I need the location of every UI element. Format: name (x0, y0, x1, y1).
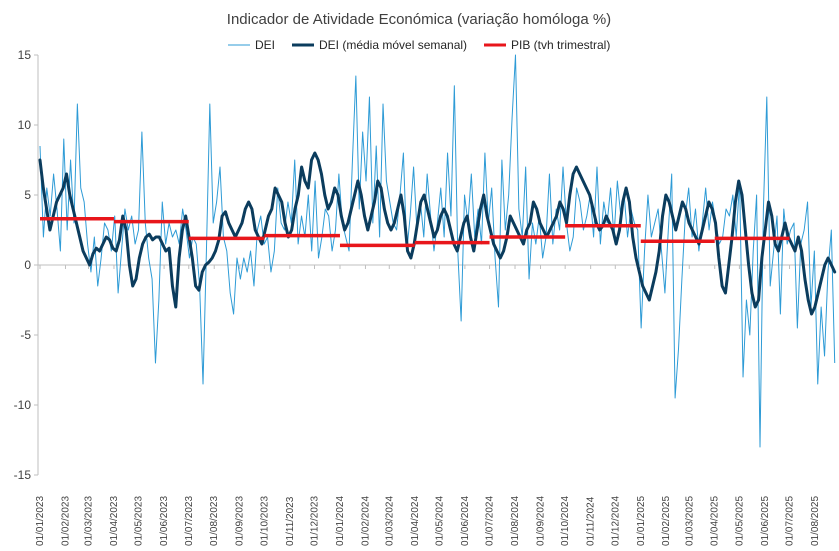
x-tick-label: 01/03/2025 (684, 496, 695, 546)
x-tick-label: 01/08/2025 (810, 496, 821, 546)
chart-title: Indicador de Atividade Económica (variaç… (227, 11, 611, 28)
x-tick-label: 01/04/2024 (410, 496, 421, 546)
x-tick-label: 01/10/2023 (259, 496, 270, 546)
legend-label-dei: DEI (255, 38, 275, 52)
series-dei-line (39, 54, 836, 448)
x-tick-label: 01/02/2024 (360, 496, 371, 546)
y-tick-label: 5 (24, 188, 31, 202)
x-tick-label: 01/01/2023 (35, 496, 46, 546)
x-tick-label: 01/07/2025 (785, 496, 796, 546)
x-tick-label: 01/02/2025 (661, 496, 672, 546)
x-tick-label: 01/08/2024 (510, 496, 521, 546)
x-tick-label: 01/07/2023 (184, 496, 195, 546)
y-tick-label: 10 (18, 118, 32, 132)
x-tick-label: 01/09/2023 (235, 496, 246, 546)
x-tick-label: 01/02/2023 (60, 496, 71, 546)
y-axis: 15 10 5 0 -5 -10 -15 (14, 48, 39, 482)
y-tick-label: -10 (14, 398, 32, 412)
series-layer (38, 54, 837, 448)
x-tick-label: 01/06/2025 (760, 496, 771, 546)
y-tick-label: -5 (20, 328, 31, 342)
legend-label-dei-mm: DEI (média móvel semanal) (319, 38, 467, 52)
x-tick-label: 01/12/2024 (610, 496, 621, 546)
x-tick-label: 01/11/2023 (285, 496, 296, 546)
x-tick-label: 01/07/2024 (485, 496, 496, 546)
x-tick-label: 01/04/2025 (710, 496, 721, 546)
x-tick-label: 01/08/2023 (209, 496, 220, 546)
x-tick-label: 01/01/2025 (636, 496, 647, 546)
x-tick-label: 01/05/2023 (134, 496, 145, 546)
x-tick-label: 01/03/2023 (83, 496, 94, 546)
x-tick-label: 01/12/2023 (309, 496, 320, 546)
y-tick-label: -15 (14, 468, 32, 482)
x-tick-label: 01/03/2024 (384, 496, 395, 546)
x-tick-label: 01/10/2024 (560, 496, 571, 546)
x-tick-label: 01/06/2024 (460, 496, 471, 546)
legend-label-pib: PIB (tvh trimestral) (511, 38, 610, 52)
y-tick-label: 15 (18, 48, 32, 62)
x-tick-label: 01/06/2023 (159, 496, 170, 546)
x-tick-label: 01/11/2024 (586, 496, 597, 546)
y-tick-label: 0 (24, 258, 31, 272)
x-tick-label: 01/09/2024 (536, 496, 547, 546)
legend: DEI DEI (média móvel semanal) PIB (tvh t… (228, 38, 610, 52)
series-dei-moving-average-line (38, 151, 837, 316)
x-tick-label: 01/04/2023 (109, 496, 120, 546)
x-tick-label: 01/05/2025 (734, 496, 745, 546)
x-tick-label: 01/01/2024 (335, 496, 346, 546)
x-tick-label: 01/05/2024 (434, 496, 445, 546)
